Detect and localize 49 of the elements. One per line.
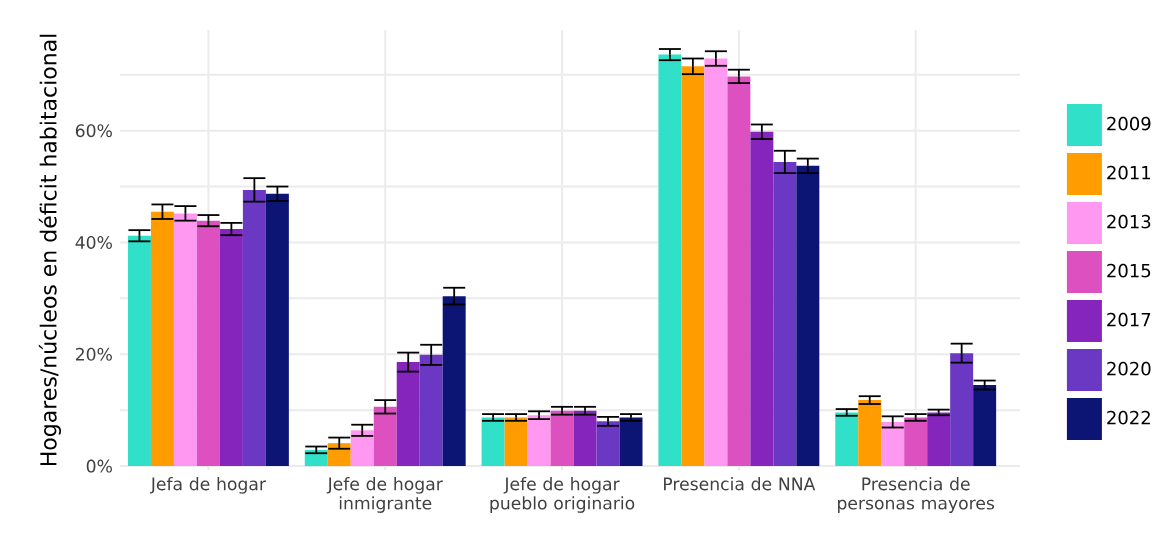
- legend-label: 2022: [1107, 410, 1150, 425]
- legend-label: 2015: [1107, 263, 1151, 278]
- bar: [973, 385, 997, 467]
- bar: [550, 410, 574, 467]
- bar: [681, 66, 705, 467]
- bar: [127, 235, 151, 467]
- bar: [173, 213, 197, 467]
- x-tick-label: Presencia de personas mayores: [838, 477, 995, 513]
- bar: [904, 417, 928, 467]
- bar: [442, 296, 466, 467]
- bar: [419, 354, 443, 467]
- legend-label: 2013: [1107, 214, 1151, 229]
- x-tick-label: Jefa de hogar: [149, 477, 266, 494]
- bar: [727, 76, 751, 467]
- y-tick-label: 60%: [75, 124, 112, 138]
- bar: [481, 417, 505, 467]
- legend-label: 2011: [1107, 165, 1151, 180]
- bar: [596, 421, 620, 467]
- bar: [704, 58, 728, 467]
- bar: [773, 161, 797, 467]
- bar: [658, 54, 682, 467]
- legend-label: 2017: [1107, 312, 1151, 327]
- bar: [881, 421, 905, 467]
- bar: [858, 400, 882, 467]
- bar: [835, 412, 859, 467]
- bar: [927, 412, 951, 467]
- legend-label: 2020: [1107, 361, 1151, 376]
- bar: [219, 229, 243, 467]
- bar: [150, 211, 174, 467]
- legend-label: 2009: [1107, 116, 1151, 131]
- y-tick-label: 40%: [75, 235, 112, 249]
- bar: [373, 406, 397, 467]
- bar: [527, 415, 551, 467]
- y-tick-label: 20%: [75, 347, 112, 361]
- x-tick-label: Jefe de hogar pueblo originario: [490, 477, 635, 513]
- bar: [750, 131, 774, 467]
- bar: [396, 362, 420, 467]
- bar: [796, 165, 820, 467]
- y-tick-label: 0%: [86, 459, 112, 473]
- bar: [950, 353, 974, 467]
- y-axis-title: Hogares/núcleos en déficit habitacional: [38, 34, 61, 466]
- bar: [573, 410, 597, 467]
- bar: [265, 193, 289, 467]
- x-tick-label: Jefe de hogar inmigrante: [326, 477, 443, 513]
- bar: [242, 189, 266, 467]
- bar: [504, 417, 528, 467]
- x-tick-label: Presencia de NNA: [664, 477, 816, 491]
- bar: [619, 417, 643, 467]
- bar: [196, 220, 220, 467]
